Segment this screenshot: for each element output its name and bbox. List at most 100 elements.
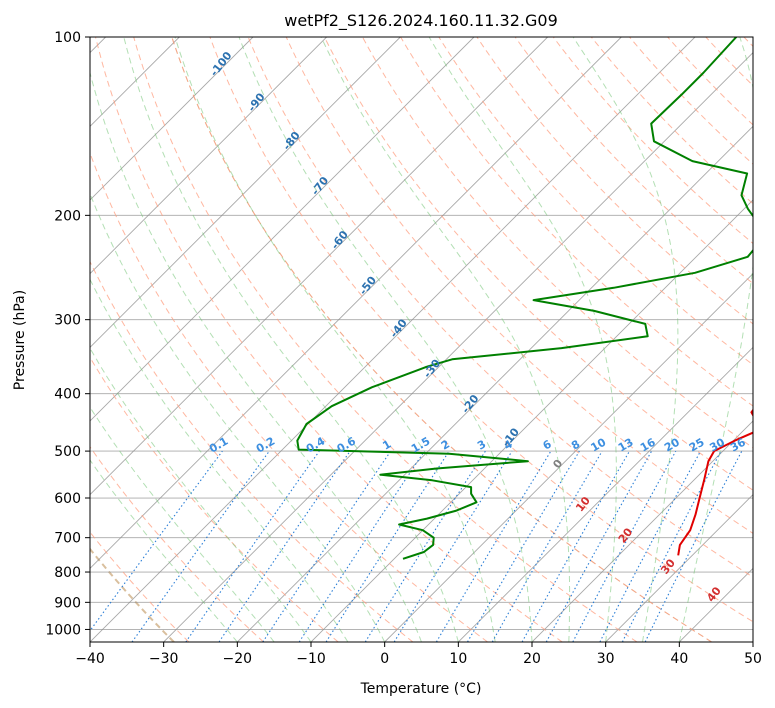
dry-adiabat-line (514, 37, 753, 285)
mixing-ratio-label: 16 (638, 435, 658, 454)
isotherm-line (90, 37, 696, 642)
y-tick-label: 900 (54, 595, 81, 611)
isotherm-line (90, 37, 254, 201)
moist-adiabat-line (320, 37, 571, 642)
temperature-label: -80 (280, 129, 303, 153)
mixing-ratio-line (185, 450, 320, 642)
x-tick-label: −40 (75, 651, 105, 667)
dry-adiabat-line (743, 37, 753, 48)
dry-adiabat-line (90, 260, 414, 642)
dry-adiabat-line (552, 37, 753, 245)
dewpoint-profile-line (296, 37, 753, 560)
y-tick-label: 200 (54, 208, 81, 224)
temperature-label: -30 (421, 357, 444, 381)
temperature-profile-line (677, 408, 753, 556)
temperature-label: -20 (459, 392, 482, 416)
moist-adiabat-label: 40 (704, 584, 724, 604)
isotherm-line (679, 567, 753, 642)
isotherm-line (90, 37, 327, 275)
temperature-label: -10 (500, 425, 523, 449)
dry-adiabat-line (705, 37, 753, 87)
x-tick-label: −30 (149, 651, 179, 667)
moist-adiabat-line (174, 37, 496, 642)
temperature-label: -90 (245, 90, 268, 114)
x-axis-label: Temperature (°C) (360, 681, 482, 697)
mixing-ratio-label: 6 (541, 437, 554, 452)
plot-frame (89, 36, 754, 643)
moist-adiabats (90, 37, 753, 642)
dry-adiabat-line (90, 356, 339, 642)
isotherm-line (90, 37, 475, 422)
y-axis-label: Pressure (hPa) (12, 290, 28, 390)
mixing-ratio-lines (90, 450, 743, 642)
x-axis-ticks: −40 −30 −20 −10 0 10 20 30 40 50 (75, 642, 762, 667)
mixing-ratio-line (364, 450, 486, 642)
moist-adiabat-label: 30 (658, 556, 678, 576)
mixing-ratio-label: 30 (707, 435, 727, 454)
moist-adiabat-line (90, 192, 386, 642)
isotherm-line (90, 37, 548, 496)
profile-series (296, 37, 753, 560)
chart-title: wetPf2_S126.2024.160.11.32.G09 (284, 11, 558, 31)
y-tick-label: 1000 (45, 622, 81, 638)
moist-adiabat-line (572, 37, 679, 642)
isotherm-line (605, 494, 753, 642)
mixing-ratio-label: 20 (662, 435, 682, 454)
mixing-ratio-label: 25 (687, 436, 707, 455)
moist-adiabat-line (238, 37, 533, 642)
mixing-ratio-line (521, 450, 630, 642)
mixing-ratio-label: 2 (439, 438, 452, 453)
dry-adiabat-line (400, 37, 753, 407)
dry-adiabat-line (667, 37, 753, 126)
isotherm-line (163, 52, 753, 642)
mixing-ratio-line (131, 450, 270, 642)
x-tick-label: 30 (597, 651, 615, 667)
mixing-ratio-line (325, 450, 450, 642)
y-tick-label: 300 (54, 313, 81, 329)
x-tick-label: −20 (223, 651, 253, 667)
mixing-ratio-line (90, 450, 223, 632)
x-tick-label: 50 (744, 651, 762, 667)
dry-adiabat-line (323, 37, 753, 491)
moist-adiabat-line (123, 37, 459, 642)
isotherm-line (458, 346, 753, 642)
mixing-ratio-line (467, 450, 580, 642)
y-tick-label: 800 (54, 565, 81, 581)
x-tick-label: −10 (296, 651, 326, 667)
mixing-ratio-line (298, 450, 425, 642)
mixing-ratio-label: 0.6 (335, 434, 359, 455)
moist-adiabat-line (90, 278, 349, 642)
isotherm-line (90, 37, 401, 348)
dry-adiabat-line (90, 531, 190, 642)
mixing-ratio-line (491, 450, 603, 642)
moist-adiabat-line (90, 70, 422, 642)
mixing-ratio-line (393, 450, 513, 642)
mixing-ratio-label: 8 (569, 438, 582, 453)
moist-adiabat-line (90, 347, 312, 642)
isotherm-line (531, 420, 753, 642)
mixing-ratio-label: 0.4 (304, 434, 328, 455)
mixing-ratio-line (572, 450, 677, 642)
moist-adiabat-line (678, 37, 753, 642)
mixing-ratio-label: 10 (588, 435, 608, 454)
isotherm-line (384, 273, 753, 642)
isotherm-line (752, 641, 753, 642)
mixing-ratio-label: 1 (380, 438, 393, 453)
mixing-ratio-label: 0.1 (207, 435, 230, 456)
mixing-ratio-label: 36 (728, 435, 748, 454)
isotherm-line (90, 37, 622, 569)
dry-adiabat-line (629, 37, 753, 165)
x-tick-label: 20 (523, 651, 541, 667)
dry-adiabat-line (90, 445, 264, 642)
dry-adiabat-line (209, 37, 753, 623)
grid-lines (90, 37, 753, 642)
mixing-ratio-line (599, 450, 701, 642)
dry-adiabat-line (247, 37, 753, 578)
mixing-ratio-line (218, 450, 351, 642)
y-tick-label: 400 (54, 387, 81, 403)
dry-adiabat-line (95, 37, 563, 642)
dry-adiabats (90, 37, 753, 642)
temperature-label: -100 (207, 49, 234, 79)
y-axis-ticks: 100 200 300 400 500 600 700 800 900 1000 (45, 30, 90, 638)
